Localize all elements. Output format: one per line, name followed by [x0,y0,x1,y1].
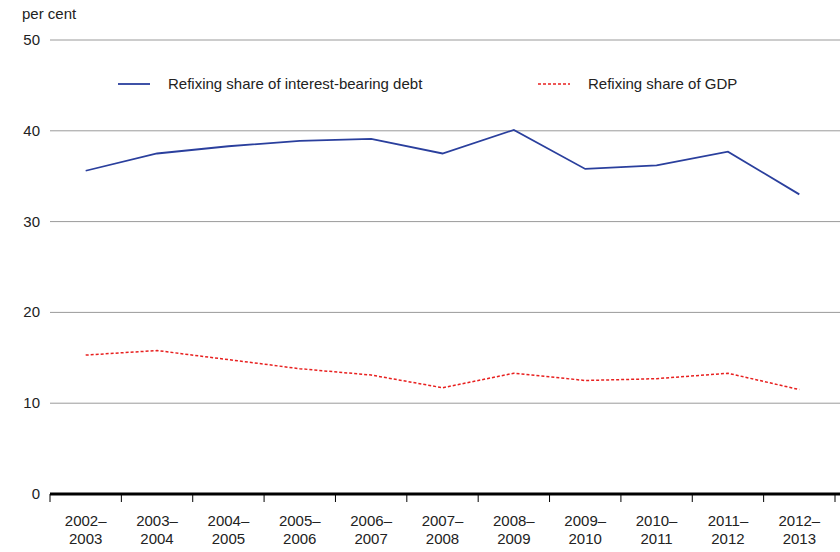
x-tick-label: 2005–2006 [279,512,321,547]
x-tick-label-line: 2006 [283,530,316,547]
x-tick-label-line: 2004 [140,530,173,547]
x-tick-label-line: 2011– [708,512,749,529]
x-tick-label-line: 2008– [493,512,535,529]
plot-area [86,130,800,390]
x-tick-label: 2012–2013 [778,512,820,547]
x-tick [620,494,621,502]
x-tick [549,494,550,502]
x-tick-label-line: 2007– [422,512,464,529]
y-tick-label: 30 [23,213,40,230]
x-tick-label: 2003–2004 [136,512,178,547]
x-tick [406,494,407,502]
x-tick [835,494,836,502]
legend-label: Refixing share of GDP [588,75,737,92]
y-tick-label: 10 [23,394,40,411]
x-tick-label-line: 2013 [783,530,816,547]
x-tick [121,494,122,502]
x-tick [50,494,51,502]
y-tick-label: 50 [23,31,40,48]
x-tick-label-line: 2004– [208,512,250,529]
grid-line [50,221,840,222]
x-tick [264,494,265,502]
x-tick-label-line: 2003 [69,530,102,547]
x-tick-label-line: 2012 [711,530,744,547]
legend-swatch [538,83,570,85]
grid-line [50,312,840,313]
x-tick-label-line: 2011 [640,530,672,547]
y-tick-label: 20 [23,303,40,320]
x-tick-label: 2010–2011 [636,512,678,547]
y-tick-label: 0 [32,485,40,502]
x-tick-label-line: 2009 [497,530,530,547]
x-tick [335,494,336,502]
x-tick [192,494,193,502]
x-tick-label-line: 2012– [778,512,820,529]
grid-line [50,40,840,41]
legend-swatch [118,83,150,85]
x-tick-label: 2011–2012 [708,512,749,547]
x-tick-label-line: 2002– [65,512,107,529]
y-axis-title: per cent [22,5,77,22]
x-tick-label-line: 2006– [350,512,392,529]
x-tick-label-line: 2010– [636,512,678,529]
y-tick-label: 40 [23,122,40,139]
x-tick-label: 2006–2007 [350,512,392,547]
grid-line [50,403,840,404]
x-axis-line [50,493,840,496]
grid-line [50,130,840,131]
x-tick-label-line: 2005– [279,512,321,529]
x-tick-label-line: 2009– [564,512,606,529]
x-tick-label-line: 2003– [136,512,178,529]
x-tick [692,494,693,502]
x-tick-label: 2008–2009 [493,512,535,547]
legend-label: Refixing share of interest-bearing debt [168,75,423,92]
x-tick-label-line: 2008 [426,530,459,547]
x-tick-label: 2004–2005 [208,512,250,547]
series-line [86,351,800,390]
x-tick-label-line: 2010 [569,530,602,547]
x-tick-label-line: 2005 [212,530,245,547]
x-tick-label: 2009–2010 [564,512,606,547]
x-tick [763,494,764,502]
x-tick-label-line: 2007 [354,530,387,547]
chart: per cent010203040502002–20032003–2004200… [0,0,840,552]
x-tick [478,494,479,502]
x-tick-label: 2007–2008 [422,512,464,547]
x-tick-label: 2002–2003 [65,512,107,547]
series-line [86,130,800,194]
